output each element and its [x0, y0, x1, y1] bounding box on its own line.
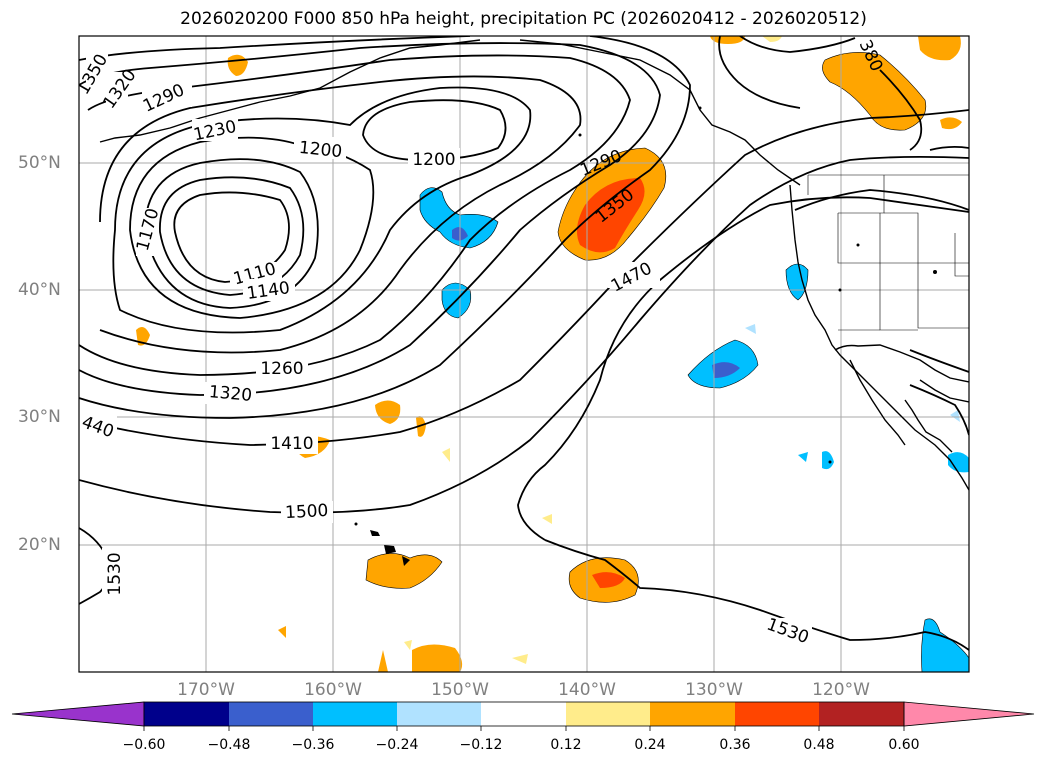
- precip-positive-area: [404, 640, 412, 650]
- map-background: [79, 36, 969, 672]
- precip-positive-area: [378, 650, 388, 672]
- colorbar-tick-label: −0.60: [122, 737, 166, 753]
- precip-negative-area: [921, 618, 969, 672]
- longitude-label: 170°W: [177, 680, 235, 700]
- latitude-label: 40°N: [18, 280, 61, 300]
- colorbar-segment: [144, 702, 229, 726]
- precip-positive-area: [442, 448, 450, 462]
- map-frame: [78, 35, 970, 673]
- graticule: [79, 36, 969, 672]
- latitude-label: 30°N: [18, 407, 61, 427]
- contour-label: 1530: [105, 552, 125, 595]
- colorbar-tick-label: −0.36: [291, 737, 335, 753]
- contour-label: 1410: [270, 434, 313, 454]
- precip-strong-positive-area: [592, 572, 625, 588]
- precip-negative-area: [785, 263, 809, 301]
- colorbar-segment: [229, 702, 313, 726]
- colorbar-extend-min: [11, 701, 145, 727]
- map-title: 2026020200 F000 850 hPa height, precipit…: [180, 9, 867, 29]
- precip-negative-area: [745, 324, 756, 334]
- colorbar-tick-label: 0.60: [888, 737, 920, 753]
- contour-label: 1320: [208, 382, 253, 406]
- colorbar-tick-label: 0.24: [634, 737, 666, 753]
- precip-positive-area: [822, 52, 927, 131]
- precip-strong-negative-area: [712, 362, 740, 378]
- precip-positive-area: [512, 654, 528, 664]
- precip-negative-area: [950, 410, 960, 422]
- contour-label: 1200: [412, 150, 455, 170]
- colorbar-segment: [397, 702, 481, 726]
- precip-negative-area: [822, 451, 834, 470]
- contour-label: 1200: [298, 138, 343, 162]
- contour-label: 1260: [260, 359, 303, 379]
- precip-positive-area: [918, 36, 961, 61]
- precip-positive-area: [762, 36, 782, 42]
- precip-strong-positive-area: [576, 178, 645, 253]
- longitude-label: 120°W: [812, 680, 870, 700]
- latitude-label: 50°N: [18, 153, 61, 173]
- longitude-label: 140°W: [558, 680, 616, 700]
- colorbar-segment: [481, 702, 566, 726]
- colorbar-segment: [313, 702, 397, 726]
- precip-positive-area: [136, 326, 150, 346]
- political-borders: [807, 174, 969, 331]
- colorbar-segment: [735, 702, 819, 726]
- longitude-label: 130°W: [685, 680, 743, 700]
- precip-positive-area: [416, 416, 426, 437]
- colorbar-tick-label: 0.48: [803, 737, 835, 753]
- precip-negative-area: [798, 452, 808, 462]
- colorbar-segment: [819, 702, 904, 726]
- longitude-label: 160°W: [304, 680, 362, 700]
- colorbar-tick-label: −0.24: [375, 737, 419, 753]
- colorbar-segment: [566, 702, 650, 726]
- precip-positive-area: [278, 626, 286, 638]
- precip-positive-area: [365, 553, 443, 589]
- precip-positive-area: [940, 117, 962, 130]
- colorbar-tick-label: 0.36: [719, 737, 751, 753]
- precip-positive-area: [542, 514, 552, 524]
- colorbar-segment: [650, 702, 735, 726]
- colorbar-extend-max: [903, 701, 1035, 727]
- height-contours: [79, 36, 969, 651]
- colorbar: [11, 701, 1035, 731]
- colorbar-tick-label: 0.12: [550, 737, 582, 753]
- latitude-label: 20°N: [18, 535, 61, 555]
- precip-positive-area: [375, 400, 401, 424]
- contour-label: 1500: [285, 501, 329, 523]
- colorbar-tick-label: −0.48: [207, 737, 251, 753]
- colorbar-tick-label: −0.12: [459, 737, 503, 753]
- precip-negative-area: [948, 452, 969, 473]
- precip-positive-area: [412, 644, 463, 672]
- longitude-label: 150°W: [431, 680, 489, 700]
- coastlines: [99, 39, 969, 491]
- islands: [328, 106, 937, 566]
